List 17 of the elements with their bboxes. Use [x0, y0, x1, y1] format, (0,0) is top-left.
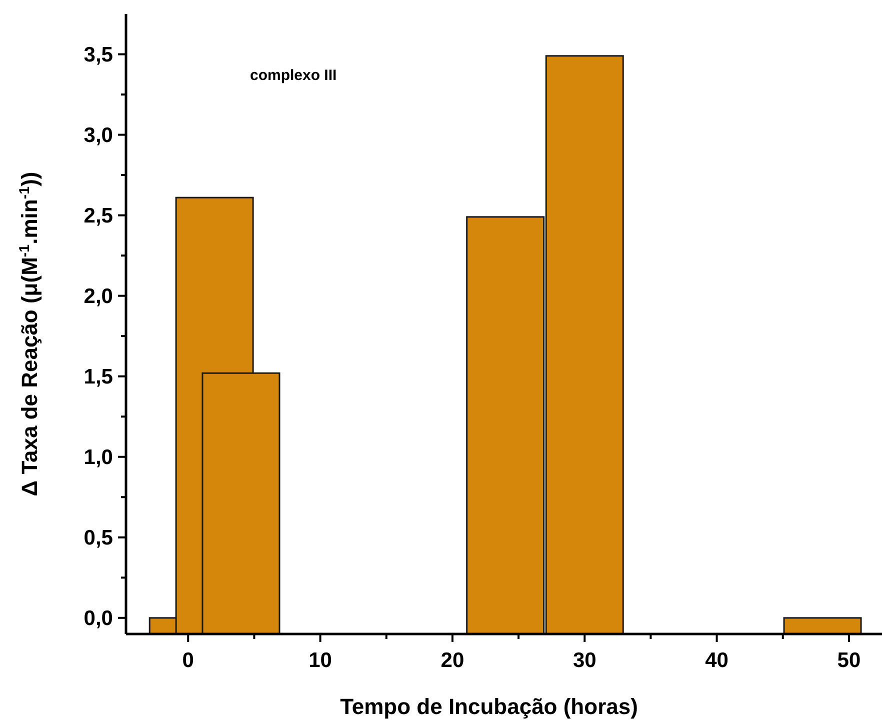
- annotation: complexo III: [250, 67, 337, 84]
- y-tick-label: 3,5: [84, 43, 114, 66]
- y-tick-label: 0,0: [84, 606, 113, 630]
- x-axis-title: Tempo de Incubação (horas): [340, 694, 638, 719]
- y-tick-label: 3,0: [84, 124, 113, 147]
- y-tick-label: 2,5: [84, 204, 114, 228]
- x-tick-label: 20: [440, 649, 464, 672]
- x-tick-label: 40: [705, 649, 728, 672]
- y-tick-label: 2,0: [84, 284, 113, 308]
- x-tick-label: 10: [308, 649, 332, 672]
- y-tick-label: 0,5: [84, 526, 114, 550]
- bar: [783, 617, 862, 635]
- x-tick-label: 30: [572, 649, 596, 672]
- x-tick-label: 50: [837, 649, 861, 672]
- y-tick-label: 1,0: [84, 446, 113, 469]
- y-tick-label: 1,5: [84, 365, 114, 388]
- x-tick-label: 0: [182, 649, 194, 672]
